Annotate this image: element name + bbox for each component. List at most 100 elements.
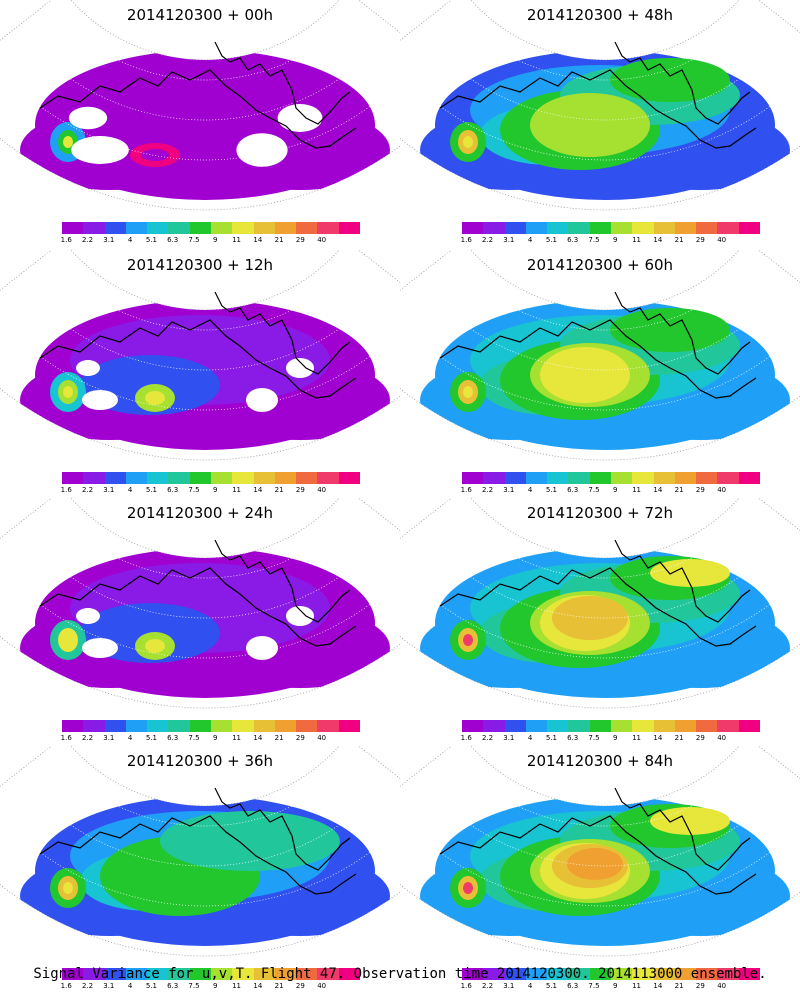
colorbar-tick-label: 11: [232, 734, 241, 742]
colorbar-swatch: [696, 472, 718, 484]
colorbar-tick-label: 21: [274, 734, 284, 742]
colorbar-tick-label: 3.1: [503, 734, 515, 742]
colorbar-swatch: [483, 968, 505, 980]
coastline: [214, 291, 351, 375]
contour-region: [552, 596, 628, 640]
contour-region: [63, 136, 73, 148]
colorbar-tick-label: 1.6: [460, 486, 472, 494]
colorbar-tick-label: 4: [127, 982, 133, 990]
forecast-panel: 2014120300 + 00h 1.6 2.2 3.1 4 5.1 6.3 7.5 9 11 14…: [0, 0, 400, 248]
colorbar-tick-label: 21: [674, 236, 684, 244]
colorbar-swatch: [253, 472, 275, 484]
colorbar-tick-label: 9: [613, 236, 618, 244]
colorbar-labels: 1.6 2.2 3.1 4 5.1 6.3 7.5 9 11 14 21 29 40: [461, 982, 760, 992]
coastline: [439, 319, 757, 399]
colorbar-swatch: [610, 222, 633, 234]
colorbar-tick-label: 5.1: [545, 982, 557, 990]
colorbar-swatch: [717, 222, 739, 234]
colorbar-swatch: [462, 720, 484, 732]
colorbar-tick-label: 40: [717, 982, 727, 990]
colorbar-swatch: [504, 968, 526, 980]
colorbar-swatch: [632, 222, 654, 234]
contour-region: [610, 308, 730, 352]
colorbar-tick-label: 9: [213, 734, 218, 742]
colorbar-tick-label: 6.3: [567, 236, 579, 244]
colorbar: [62, 968, 360, 980]
colorbar: [62, 472, 360, 484]
colorbar-swatch: [83, 472, 105, 484]
colorbar-swatch: [674, 968, 697, 980]
colorbar-tick-label: 7.5: [588, 236, 600, 244]
colorbar-swatch: [104, 222, 126, 234]
colorbar-swatch: [462, 472, 484, 484]
colorbar-swatch: [653, 222, 675, 234]
colorbar-swatch: [462, 222, 484, 234]
contour-region: [650, 559, 730, 587]
colorbar-tick-label: 21: [274, 236, 284, 244]
colorbar-tick-label: 21: [274, 486, 284, 494]
colorbar-swatch: [525, 720, 548, 732]
colorbar-tick-label: 40: [717, 486, 727, 494]
colorbar-tick-label: 7.5: [188, 486, 200, 494]
colorbar-tick-label: 4: [127, 236, 133, 244]
colorbar-tick-label: 6.3: [167, 734, 179, 742]
coastline: [614, 41, 751, 125]
colorbar-swatch: [738, 472, 760, 484]
colorbar-tick-label: 2.2: [481, 236, 494, 244]
colorbar-tick-label: 21: [674, 486, 684, 494]
colorbar-labels: 1.6 2.2 3.1 4 5.1 6.3 7.5 9 11 14 21 29 40: [460, 486, 760, 496]
colorbar-swatch: [738, 720, 760, 732]
graticule-line: [400, 320, 800, 411]
coastline: [614, 291, 751, 375]
colorbar-tick-label: 7.5: [188, 982, 200, 990]
colorbar-tick-label: 5.1: [545, 486, 557, 494]
colorbar-swatch: [547, 472, 569, 484]
colorbar-swatch: [568, 472, 590, 484]
contour-region: [210, 110, 390, 190]
colorbar-tick-label: 40: [317, 734, 327, 742]
colorbar-tick-label: 14: [653, 982, 663, 990]
colorbar-swatch: [525, 968, 548, 980]
contour-region: [463, 136, 473, 148]
colorbar-swatch: [317, 968, 339, 980]
colorbar-labels: 1.6 2.2 3.1 4 5.1 6.3 7.5 9 11 14 21 29 40: [61, 486, 360, 496]
colorbar-swatch: [504, 472, 526, 484]
colorbar-swatch: [125, 968, 148, 980]
colorbar-swatch: [610, 720, 633, 732]
colorbar-tick-label: 21: [674, 982, 684, 990]
coastline: [614, 539, 751, 623]
colorbar-swatch: [189, 222, 211, 234]
colorbar-tick-label: 7.5: [188, 734, 200, 742]
colorbar-tick-label: 1.6: [60, 236, 72, 244]
colorbar-swatch: [504, 222, 526, 234]
colorbar-swatch: [632, 968, 654, 980]
colorbar-tick-label: 40: [717, 734, 727, 742]
colorbar-tick-label: 29: [695, 734, 705, 742]
contour-fill-layer: [420, 300, 790, 450]
colorbar-tick-label: 11: [632, 982, 641, 990]
colorbar-swatch: [568, 968, 590, 980]
colorbar-swatch: [483, 222, 505, 234]
colorbar-labels: 1.6 2.2 3.1 4 5.1 6.3 7.5 9 11 14 21 29 40: [61, 734, 360, 744]
variance-map: [400, 0, 800, 211]
colorbar-swatch: [83, 222, 105, 234]
contour-region: [63, 634, 73, 646]
panel-title: 2014120300 + 00h: [126, 6, 274, 24]
colorbar-swatch: [547, 968, 569, 980]
colorbar-swatch: [210, 720, 233, 732]
colorbar-tick-label: 1.6: [460, 734, 472, 742]
colorbar-swatch: [717, 968, 739, 980]
contour-region: [530, 93, 650, 157]
forecast-panel: 2014120300 + 60h 1.6 2.2 3.1 4 5.1 6.3 7.5 9 11 14…: [400, 250, 800, 498]
colorbar-tick-label: 2.2: [481, 734, 494, 742]
colorbar-tick-label: 14: [653, 236, 663, 244]
colorbar-tick-label: 7.5: [588, 734, 600, 742]
contour-region: [63, 386, 73, 398]
colorbar-swatch: [653, 472, 675, 484]
colorbar-tick-label: 3.1: [503, 486, 515, 494]
colorbar-swatch: [62, 472, 84, 484]
coastline: [39, 69, 357, 149]
colorbar-tick-label: 5.1: [145, 982, 157, 990]
colorbar-tick-label: 11: [632, 486, 641, 494]
colorbar-tick-label: 4: [127, 734, 133, 742]
